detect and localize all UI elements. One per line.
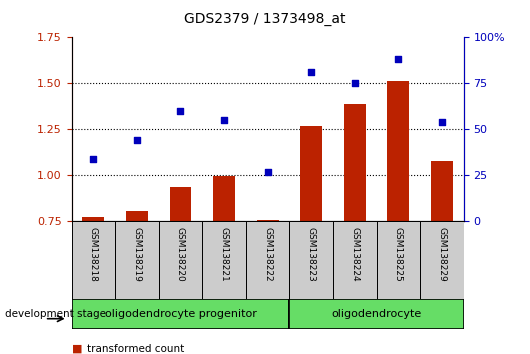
Text: GSM138222: GSM138222 [263,228,272,282]
Point [176,108,185,114]
Text: development stage: development stage [5,309,107,319]
Text: GDS2379 / 1373498_at: GDS2379 / 1373498_at [184,12,346,27]
Bar [72,299,289,329]
Text: GSM138221: GSM138221 [219,228,228,282]
Bar [420,221,464,299]
Bar [213,176,235,221]
Bar [202,221,246,299]
Bar [289,299,464,329]
Bar [431,161,453,221]
Bar [289,221,333,299]
Bar [246,221,289,299]
Bar [158,221,202,299]
Bar [387,81,409,221]
Point [307,69,315,75]
Text: GSM138220: GSM138220 [176,228,185,282]
Point [394,56,403,62]
Text: GSM138224: GSM138224 [350,228,359,282]
Bar [126,211,148,221]
Text: GSM138218: GSM138218 [89,228,98,282]
Text: GSM138223: GSM138223 [307,228,316,282]
Text: oligodendrocyte progenitor: oligodendrocyte progenitor [104,309,257,319]
Point [263,169,272,175]
Point [132,137,141,143]
Bar [301,126,322,221]
Bar [115,221,158,299]
Point [220,117,228,123]
Bar [257,220,279,221]
Point [350,80,359,86]
Text: GSM138219: GSM138219 [132,228,142,282]
Text: oligodendrocyte: oligodendrocyte [331,309,422,319]
Bar [170,187,191,221]
Point [89,156,98,161]
Text: ■: ■ [72,344,82,354]
Point [438,119,446,125]
Text: GSM138225: GSM138225 [394,228,403,282]
Text: transformed count: transformed count [87,344,184,354]
Text: GSM138229: GSM138229 [437,228,446,282]
Bar [72,221,115,299]
Bar [333,221,377,299]
Bar [344,104,366,221]
Bar [377,221,420,299]
Bar [83,217,104,221]
